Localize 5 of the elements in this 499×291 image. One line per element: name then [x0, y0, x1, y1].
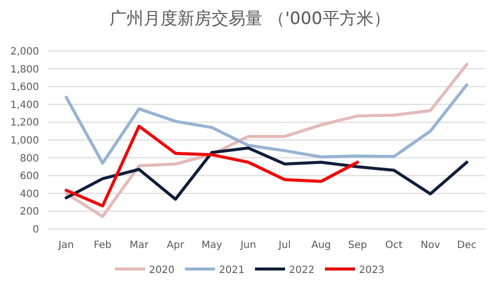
legend-label: 2021: [219, 265, 244, 276]
legend-label: 2023: [359, 265, 384, 276]
title: 广州月度新房交易量 （'000平方米）: [110, 9, 390, 29]
legend-label: 2020: [149, 265, 174, 276]
legend-label: 2022: [289, 265, 314, 276]
